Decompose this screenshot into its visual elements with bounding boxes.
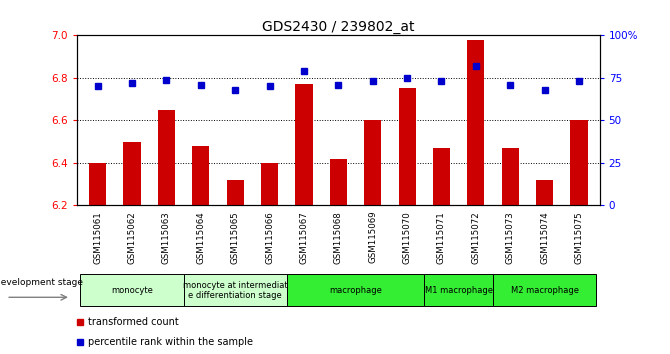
Text: GSM115062: GSM115062 (127, 211, 137, 263)
Title: GDS2430 / 239802_at: GDS2430 / 239802_at (262, 21, 415, 34)
Text: monocyte: monocyte (111, 286, 153, 295)
Bar (89, 163, 107, 205)
Text: GSM115073: GSM115073 (506, 211, 515, 263)
Bar (184, 274, 287, 306)
Text: GSM115067: GSM115067 (299, 211, 308, 263)
Bar (536, 180, 553, 205)
Text: GSM115070: GSM115070 (403, 211, 411, 263)
Text: GSM115066: GSM115066 (265, 211, 274, 263)
Text: GSM115074: GSM115074 (540, 211, 549, 263)
Bar (80, 274, 184, 306)
Text: GSM115064: GSM115064 (196, 211, 205, 263)
Text: GSM115071: GSM115071 (437, 211, 446, 263)
Text: macrophage: macrophage (329, 286, 382, 295)
Text: GSM115061: GSM115061 (93, 211, 103, 263)
Text: GSM115075: GSM115075 (574, 211, 584, 263)
Bar (261, 163, 278, 205)
Bar (399, 88, 415, 205)
Bar (467, 40, 484, 205)
Text: percentile rank within the sample: percentile rank within the sample (88, 337, 253, 347)
Text: GSM115068: GSM115068 (334, 211, 343, 263)
Bar (226, 180, 244, 205)
Bar (192, 146, 210, 205)
Bar (424, 274, 493, 306)
Text: GSM115072: GSM115072 (472, 211, 480, 263)
Bar (364, 120, 381, 205)
Bar (158, 110, 175, 205)
Text: development stage: development stage (0, 278, 82, 287)
Bar (433, 148, 450, 205)
Text: M2 macrophage: M2 macrophage (511, 286, 579, 295)
Bar (330, 159, 347, 205)
Bar (493, 274, 596, 306)
Text: GSM115063: GSM115063 (162, 211, 171, 263)
Text: GSM115065: GSM115065 (230, 211, 240, 263)
Text: monocyte at intermediat
e differentiation stage: monocyte at intermediat e differentiatio… (183, 281, 287, 300)
Bar (123, 142, 141, 205)
Text: transformed count: transformed count (88, 316, 178, 327)
Text: M1 macrophage: M1 macrophage (425, 286, 492, 295)
Text: GSM115069: GSM115069 (369, 211, 377, 263)
Bar (570, 120, 588, 205)
Bar (295, 84, 313, 205)
Bar (287, 274, 424, 306)
Bar (502, 148, 519, 205)
